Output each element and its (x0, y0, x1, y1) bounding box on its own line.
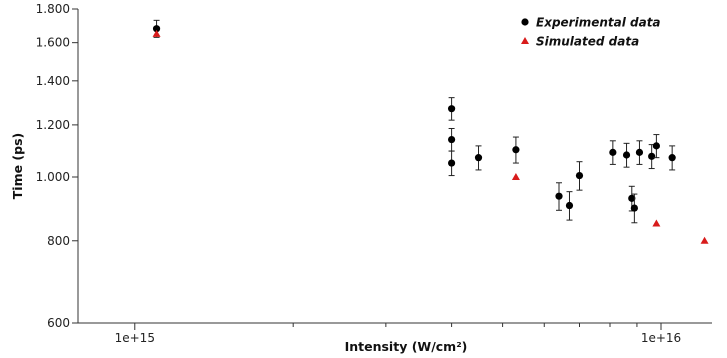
data-point (152, 29, 161, 37)
data-point (628, 194, 636, 202)
data-point (555, 192, 563, 200)
legend-label-experimental: Experimental data (536, 16, 661, 30)
data-point (565, 201, 574, 210)
data-point (635, 148, 644, 156)
y-ticks: 600 800 1.000 1.200 1.400 1.600 1.800 (36, 2, 78, 330)
data-point (648, 152, 656, 160)
y-tick-label: 1.000 (36, 170, 70, 184)
legend-label-simulated: Simulated data (536, 35, 639, 49)
data-point (700, 236, 709, 244)
data-point (474, 154, 483, 162)
data-point (447, 105, 456, 113)
y-axis-title: Time (ps) (10, 133, 25, 199)
x-tick-label: 1e+16 (641, 331, 681, 345)
x-axis-title: Intensity (W/cm²) (345, 339, 468, 354)
data-point (447, 159, 456, 167)
data-point (652, 142, 660, 150)
y-tick-label: 1.600 (36, 36, 70, 50)
data-point (152, 25, 161, 33)
x-tick-label: 1e+15 (115, 331, 155, 345)
data-point (575, 171, 584, 180)
y-tick-label: 800 (47, 234, 70, 248)
data-point (652, 219, 661, 227)
data-point (447, 135, 456, 144)
series-experimental (152, 19, 676, 224)
series-simulated (152, 29, 709, 244)
series-layer (152, 19, 709, 244)
data-point (668, 154, 676, 162)
x-ticks: 1e+15 1e+16 (115, 323, 681, 345)
y-tick-label: 1.200 (36, 118, 70, 132)
legend: Experimental data Simulated data (521, 16, 661, 49)
data-point (609, 148, 617, 156)
legend-marker-simulated (521, 37, 529, 44)
legend-marker-experimental (521, 18, 529, 26)
data-point (512, 146, 520, 154)
data-point (511, 172, 520, 180)
axes (77, 9, 712, 324)
y-tick-label: 600 (47, 316, 70, 330)
data-point (622, 151, 631, 159)
data-point (630, 204, 638, 212)
y-tick-label: 1.800 (36, 2, 70, 16)
y-tick-label: 1.400 (36, 74, 70, 88)
